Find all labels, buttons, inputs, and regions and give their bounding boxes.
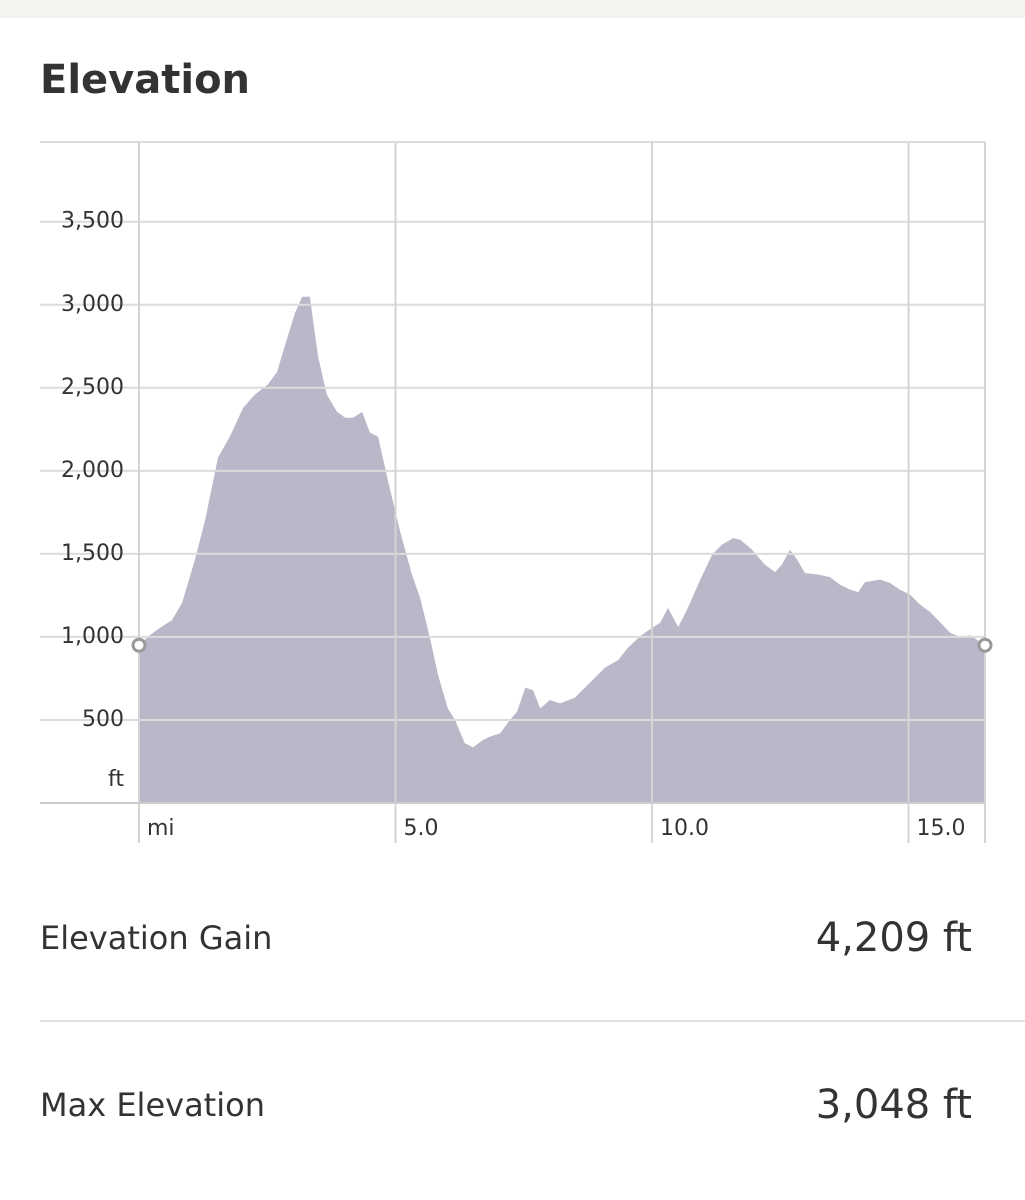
y-tick-label: 3,000: [61, 292, 124, 317]
y-unit-label: ft: [108, 767, 124, 792]
y-tick-label: 2,500: [61, 375, 124, 400]
y-tick-label: 3,500: [61, 209, 124, 234]
elevation-area: [139, 296, 985, 803]
x-tick-label: mi: [147, 816, 175, 841]
top-strip: [0, 0, 1025, 18]
y-tick-label: 2,000: [61, 458, 124, 483]
stat-value: 3,048 ft: [816, 1082, 972, 1128]
y-tick-label: 1,500: [61, 541, 124, 566]
y-tick-label: 500: [82, 707, 124, 732]
x-tick-label: 5.0: [404, 816, 439, 841]
x-tick-label: 10.0: [660, 816, 709, 841]
x-tick-label: 15.0: [917, 816, 966, 841]
y-tick-label: 1,000: [61, 624, 124, 649]
endpoint-marker: [977, 637, 993, 653]
stat-value: 4,209 ft: [816, 915, 972, 961]
endpoint-marker: [131, 637, 147, 653]
stat-label: Elevation Gain: [40, 919, 272, 957]
chart-title: Elevation: [40, 57, 250, 103]
stat-label: Max Elevation: [40, 1086, 265, 1124]
